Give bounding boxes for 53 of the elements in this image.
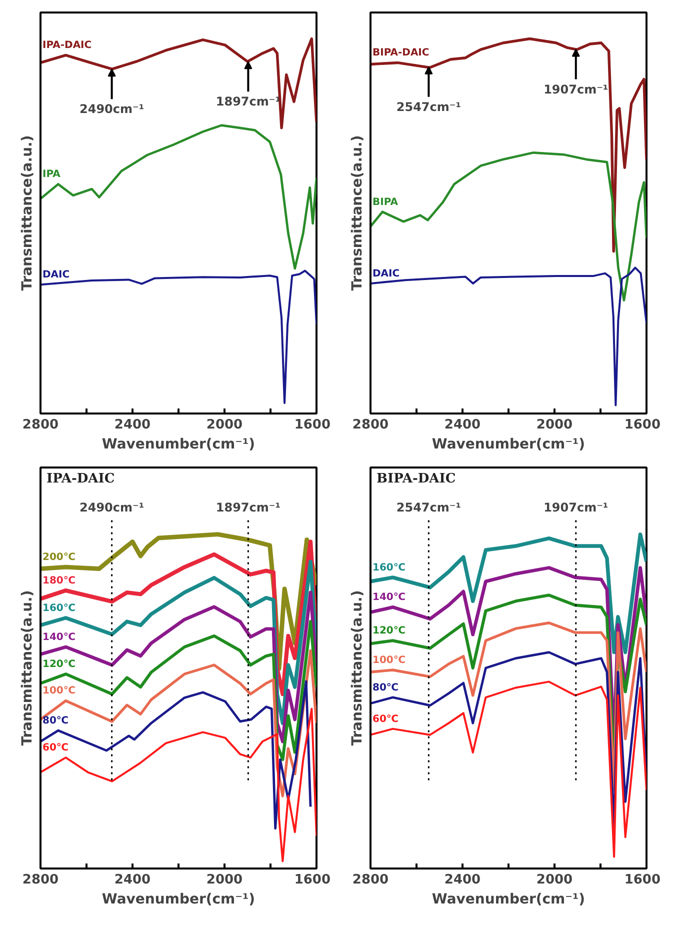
series-label: BIPA-DAIC xyxy=(372,48,430,59)
ref-line-label: 1897cm⁻¹ xyxy=(216,500,280,515)
y-axis-title: Transmittance(a.u.) xyxy=(350,135,366,291)
x-tick-label: 2000 xyxy=(206,418,243,432)
x-tick-label: 1600 xyxy=(294,872,331,888)
series-label: 180℃ xyxy=(42,575,76,586)
annotation: 2547cm⁻¹ xyxy=(396,100,461,114)
x-tick-label: 2400 xyxy=(444,872,481,888)
x-tick-label: 2800 xyxy=(352,872,389,888)
x-tick-label: 2800 xyxy=(352,418,389,432)
series-label: 200℃ xyxy=(42,552,76,564)
ref-line-label: 2490cm⁻¹ xyxy=(79,500,144,515)
y-axis-title: Transmittance(a.u.) xyxy=(350,590,366,746)
x-tick-label: 2400 xyxy=(444,418,481,432)
series-label: DAIC xyxy=(42,270,70,281)
ref-line-label: 2547cm⁻¹ xyxy=(396,500,461,515)
series-label: 100℃ xyxy=(42,686,76,697)
x-tick-label: 2400 xyxy=(114,418,151,432)
x-tick-label: 2000 xyxy=(206,872,243,888)
series-label: 100℃ xyxy=(372,655,406,666)
series-label: 140℃ xyxy=(42,632,76,643)
series-label: 60℃ xyxy=(42,742,69,754)
annotation: 2490cm⁻¹ xyxy=(79,102,144,116)
series-label: IPA-DAIC xyxy=(42,40,92,52)
x-tick-label: 1600 xyxy=(294,418,331,432)
series-label: 140℃ xyxy=(372,592,406,604)
series-label: IPA xyxy=(42,169,61,180)
chart-title: IPA-DAIC xyxy=(46,472,115,486)
series-label: 160℃ xyxy=(372,562,406,574)
x-axis-title: Wavenumber(cm⁻¹) xyxy=(102,892,256,908)
chart-title: BIPA-DAIC xyxy=(376,472,456,486)
x-tick-label: 2400 xyxy=(114,872,151,888)
x-tick-label: 2800 xyxy=(22,872,59,888)
series-label: BIPA xyxy=(372,196,398,208)
x-axis-title: Wavenumber(cm⁻¹) xyxy=(102,436,256,452)
series-label: 160℃ xyxy=(42,602,76,614)
series-label: 120℃ xyxy=(372,626,406,637)
x-tick-label: 2000 xyxy=(536,418,573,432)
ref-line-label: 1907cm⁻¹ xyxy=(544,500,608,515)
x-tick-label: 2800 xyxy=(22,418,59,432)
series-label: 120℃ xyxy=(42,659,76,670)
x-tick-label: 1600 xyxy=(624,418,661,432)
series-label: 80℃ xyxy=(372,682,399,694)
annotation: 1907cm⁻¹ xyxy=(544,82,608,96)
x-tick-label: 2000 xyxy=(536,872,573,888)
x-tick-label: 1600 xyxy=(624,872,661,888)
x-axis-title: Wavenumber(cm⁻¹) xyxy=(432,436,586,452)
x-axis-title: Wavenumber(cm⁻¹) xyxy=(432,892,586,908)
series-label: DAIC xyxy=(372,268,400,280)
series-label: 80℃ xyxy=(42,715,69,726)
y-axis-title: Transmittance(a.u.) xyxy=(20,590,36,746)
series-label: 60℃ xyxy=(372,714,399,725)
y-axis-title: Transmittance(a.u.) xyxy=(20,135,36,291)
